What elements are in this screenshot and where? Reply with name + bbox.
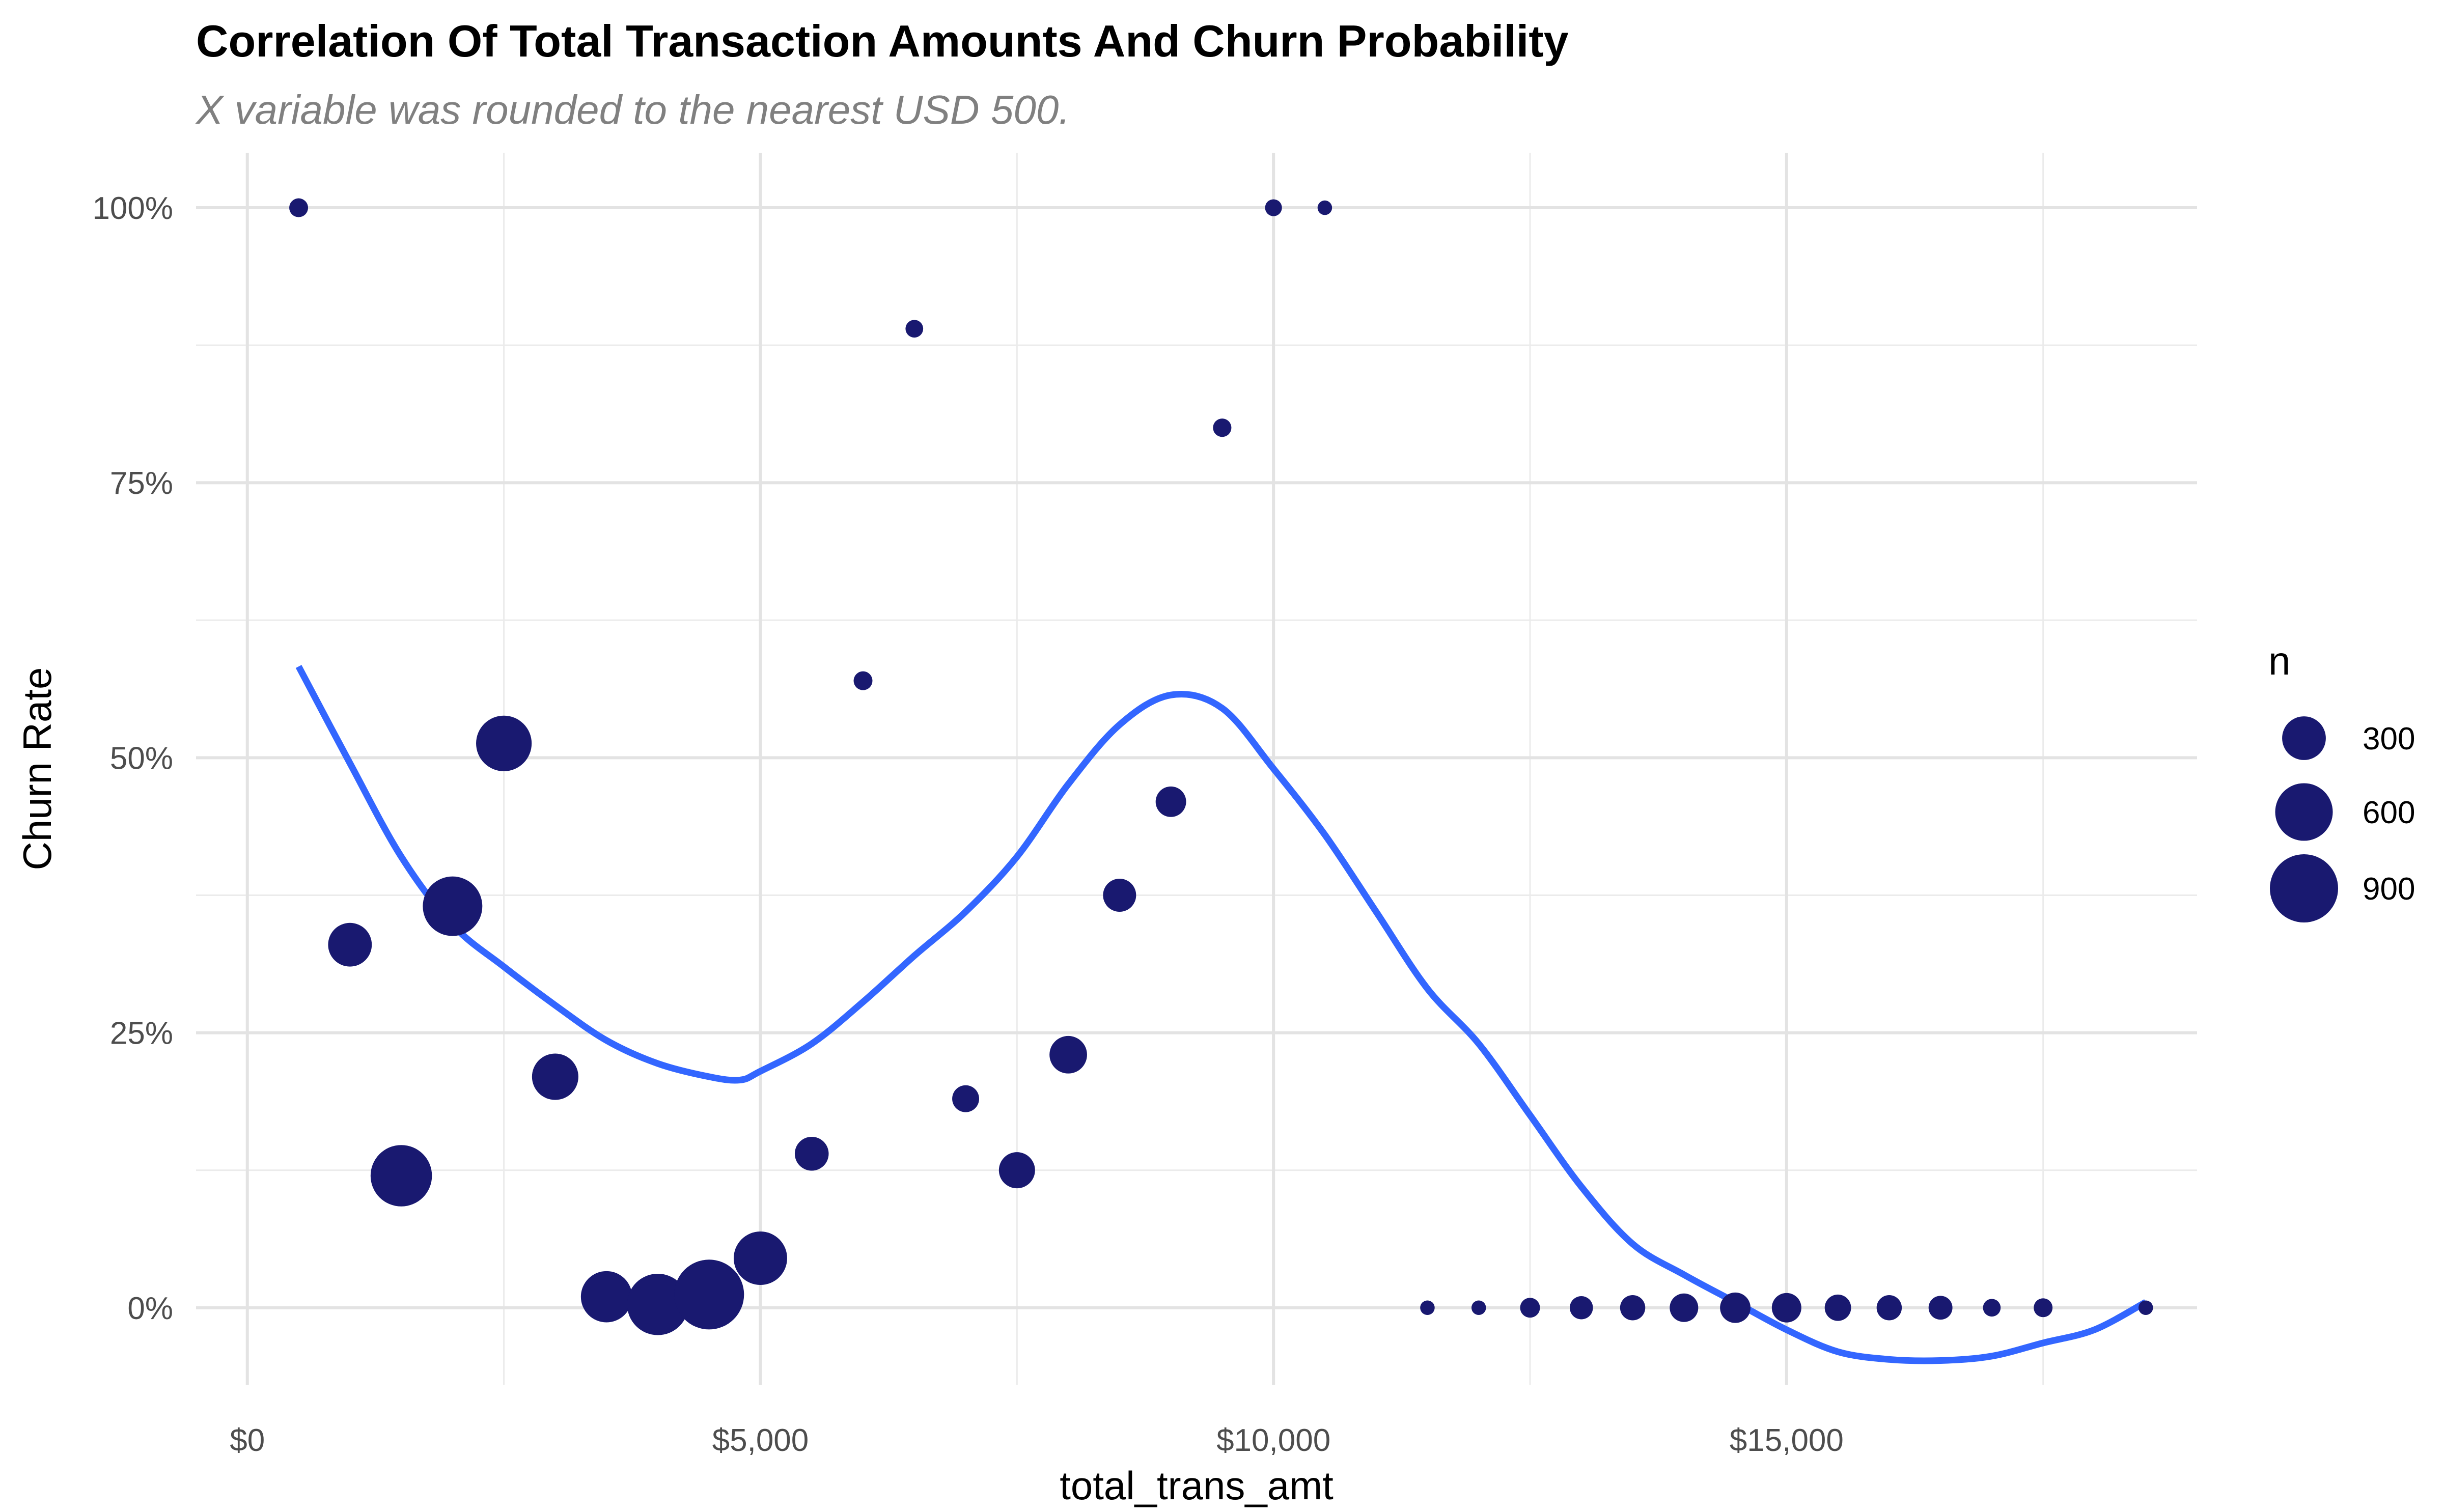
smooth-trend-line: [295, 665, 2148, 1364]
y-tick-label: 100%: [92, 191, 173, 226]
data-point: [1520, 1298, 1540, 1318]
x-tick-label: $15,000: [1730, 1423, 1844, 1458]
data-points-layer: [289, 198, 2153, 1335]
y-tick-label: 75%: [110, 466, 173, 501]
legend-key-label: 900: [2363, 872, 2415, 907]
y-tick-labels: 0% 25% 50% 75% 100%: [92, 191, 173, 1326]
x-tick-label: $10,000: [1216, 1423, 1330, 1458]
y-tick-label: 0%: [127, 1291, 173, 1326]
data-point: [674, 1259, 744, 1330]
data-point: [1420, 1300, 1435, 1315]
data-point: [952, 1085, 979, 1112]
data-point: [1670, 1293, 1699, 1322]
data-point: [794, 1136, 829, 1171]
data-point: [580, 1271, 632, 1323]
x-axis-title: total_trans_amt: [1060, 1463, 1334, 1508]
x-tick-label: $0: [230, 1423, 265, 1458]
data-point: [1213, 418, 1232, 437]
data-point: [1471, 1300, 1486, 1315]
data-point: [1317, 200, 1332, 215]
data-point: [1771, 1293, 1801, 1323]
grid-lines: [196, 153, 2197, 1385]
legend-key-label: 300: [2363, 721, 2415, 757]
data-point: [1570, 1296, 1593, 1320]
x-tick-label: $5,000: [712, 1423, 809, 1458]
data-point: [1155, 786, 1186, 817]
data-point: [476, 715, 532, 771]
data-point: [1928, 1296, 1953, 1320]
data-point: [370, 1145, 432, 1207]
size-legend: n 300 600 900: [2268, 638, 2415, 922]
data-point: [1876, 1295, 1902, 1321]
data-point: [1720, 1292, 1751, 1323]
chart-subtitle: X variable was rounded to the nearest US…: [196, 87, 1070, 132]
y-axis-title: Churn Rate: [15, 667, 60, 871]
chart-title: Correlation Of Total Transaction Amounts…: [196, 16, 1569, 66]
y-tick-label: 50%: [110, 741, 173, 776]
legend-key-circle: [2282, 716, 2326, 760]
data-point: [1049, 1035, 1087, 1074]
data-point: [1983, 1299, 2001, 1317]
data-point: [853, 671, 873, 690]
data-point: [1103, 879, 1136, 912]
data-point: [532, 1053, 578, 1100]
legend-key-circle: [2270, 854, 2338, 922]
data-point: [289, 198, 309, 217]
legend-key-circle: [2275, 783, 2333, 841]
legend-key-label: 600: [2363, 795, 2415, 830]
smooth-trend-layer: [295, 665, 2148, 1364]
data-point: [2034, 1298, 2053, 1318]
data-point: [627, 1273, 689, 1335]
data-point: [998, 1152, 1035, 1189]
data-point: [1824, 1294, 1851, 1321]
x-tick-labels: $0 $5,000 $10,000 $15,000: [230, 1423, 1844, 1458]
y-tick-label: 25%: [110, 1016, 173, 1051]
data-point: [423, 876, 483, 936]
legend-title: n: [2268, 638, 2290, 683]
data-point: [1265, 199, 1282, 216]
data-point: [2138, 1300, 2153, 1315]
data-point: [905, 320, 924, 338]
data-point: [733, 1231, 787, 1285]
data-point: [328, 922, 372, 967]
data-point: [1620, 1295, 1646, 1321]
